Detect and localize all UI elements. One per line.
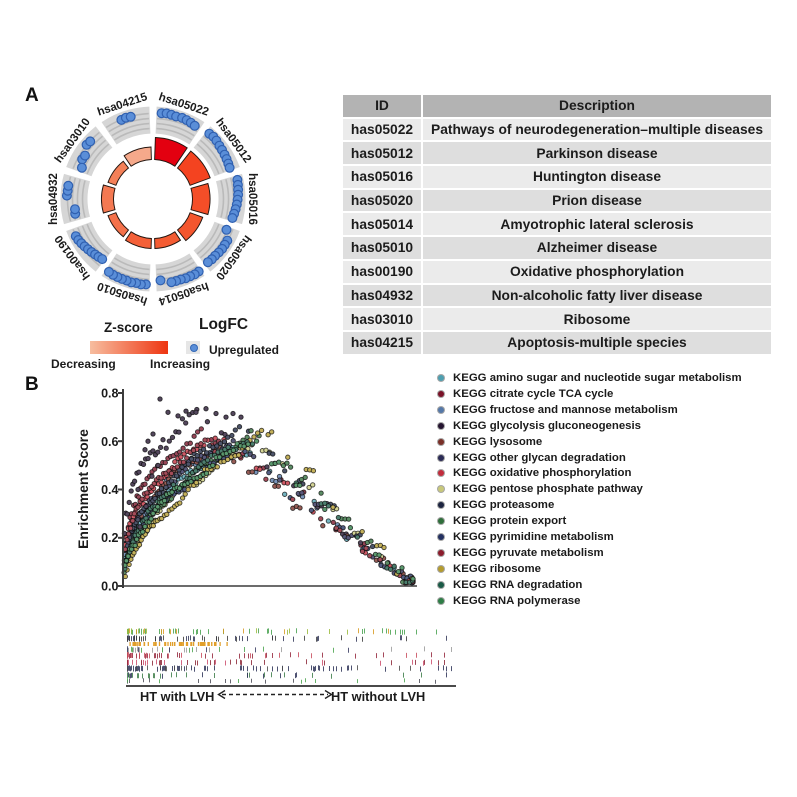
svg-text:0.0: 0.0	[101, 580, 118, 594]
svg-text:HT with LVH: HT with LVH	[140, 689, 214, 704]
svg-text:0.4: 0.4	[101, 483, 118, 497]
svg-text:HT without LVH: HT without LVH	[331, 689, 425, 704]
svg-text:0.2: 0.2	[101, 531, 118, 545]
svg-text:hsa05016: hsa05016	[246, 173, 258, 225]
svg-text:Enrichment Score: Enrichment Score	[75, 429, 91, 549]
svg-text:0.6: 0.6	[101, 435, 118, 449]
svg-text:0.8: 0.8	[101, 387, 118, 401]
svg-text:hsa04932: hsa04932	[48, 173, 60, 225]
